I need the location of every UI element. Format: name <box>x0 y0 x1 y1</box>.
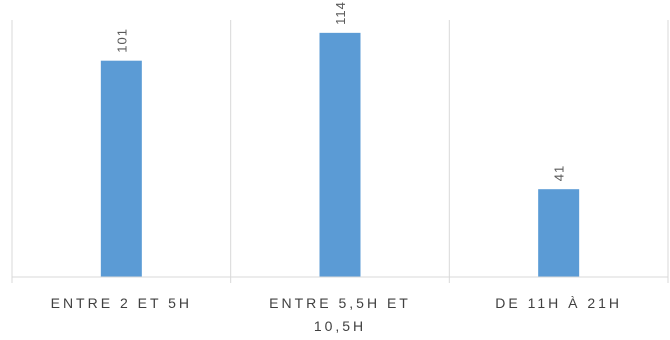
bar <box>319 32 361 277</box>
bar <box>538 189 580 277</box>
category-label: ENTRE 2 ET 5H <box>51 295 192 311</box>
data-label: 41 <box>552 165 567 181</box>
bars <box>100 32 580 277</box>
bar <box>100 60 142 277</box>
data-labels: 101 114 41 <box>114 1 566 181</box>
gridlines <box>11 20 669 283</box>
data-label: 101 <box>114 28 129 53</box>
category-label: ENTRE 5,5H ET 10,5H <box>269 295 411 334</box>
category-label: DE 11H À 21H <box>495 295 622 311</box>
data-label: 114 <box>333 1 348 25</box>
category-labels: ENTRE 2 ET 5H ENTRE 5,5H ET 10,5H DE 11H À … <box>51 295 622 334</box>
